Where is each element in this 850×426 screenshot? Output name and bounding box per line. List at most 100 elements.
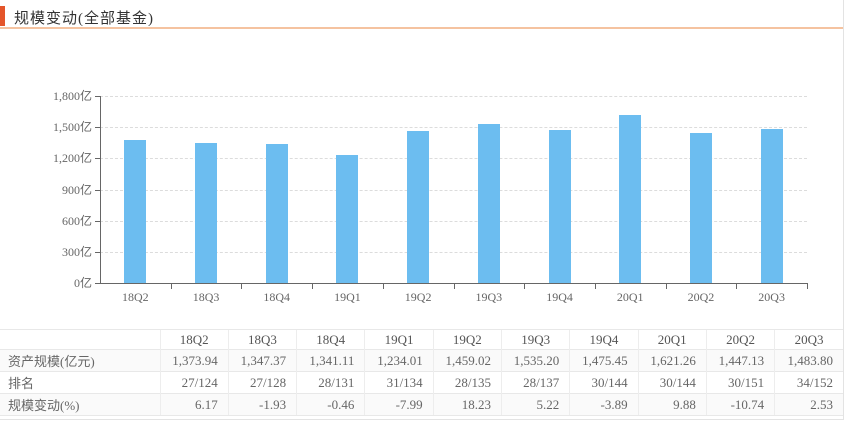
table-cell-19Q4: 1,475.45 [569,349,639,372]
x-axis-label-19Q1: 19Q1 [334,290,361,304]
table-cell-18Q4: 28/131 [296,371,365,394]
x-axis-label-19Q3: 19Q3 [475,290,503,304]
x-axis-label-20Q1: 20Q1 [616,290,644,304]
row-label: 资产规模(亿元) [0,349,160,372]
table-cell-20Q2: 30/151 [705,371,775,394]
y-axis-tick [95,127,100,129]
x-axis-tick [382,284,384,289]
fund-scale-panel: 规模变动(全部基金) 0亿 300亿 600亿 900亿 1,200亿 1,500亿 1,8… [0,0,844,420]
gridline [100,158,807,160]
x-axis-tick [453,284,455,289]
section-title: 规模变动(全部基金) [14,11,154,27]
gridline [100,127,807,129]
bar-20Q3[interactable] [760,129,783,283]
table-cell-20Q3: 2.53 [774,393,843,416]
table-cell-20Q2: -10.74 [705,393,775,416]
panel-header: 规模变动(全部基金) [0,0,843,29]
table-cell-18Q2: 27/124 [159,371,229,394]
y-axis-line [100,96,101,284]
table-cell-18Q3: 27/128 [227,371,297,394]
x-axis-tick [736,284,738,289]
bar-18Q2[interactable] [124,140,147,283]
table-cell-18Q2: 1,373.94 [159,349,229,372]
y-axis-label: 300亿 [61,244,92,259]
table-cell-19Q3: 1,535.20 [500,349,570,372]
table-cell-18Q4: 1,341.11 [296,349,365,372]
x-axis-line [100,283,808,284]
table-cell-20Q2: 1,447.13 [705,349,775,372]
scale-bar-chart: 0亿 300亿 600亿 900亿 1,200亿 1,500亿 1,800亿 18Q2 18Q3… [0,31,843,309]
bar-19Q3[interactable] [477,124,500,283]
table-cell-19Q2: 1,459.02 [432,349,502,372]
column-header-18Q4: 18Q4 [296,329,365,350]
row-label: 排名 [0,371,160,394]
bar-18Q3[interactable] [195,143,218,283]
x-axis-tick [170,284,172,289]
y-axis-tick [95,158,100,160]
table-cell-19Q3: 5.22 [500,393,570,416]
y-axis-label: 1,200亿 [52,151,92,166]
scale-table: 18Q2 18Q3 18Q4 19Q1 19Q2 19Q3 19Q4 20Q1 20Q2 20Q3… [0,329,843,416]
table-cell-20Q3: 1,483.80 [774,349,843,372]
column-header-20Q3: 20Q3 [774,329,843,350]
x-axis-tick [665,284,667,289]
bar-19Q2[interactable] [407,131,430,283]
x-axis-label-18Q3: 18Q3 [192,290,220,304]
table-cell-19Q1: 1,234.01 [364,349,434,372]
table-corner-cell [0,329,160,350]
table-cell-20Q1: 1,621.26 [637,349,707,372]
x-axis-tick [594,284,596,289]
quarterly-data-table: 18Q2 18Q3 18Q4 19Q1 19Q2 19Q3 19Q4 20Q1 20Q2 20Q3… [0,329,843,416]
bar-20Q1[interactable] [619,115,642,283]
column-header-19Q1: 19Q1 [364,329,434,350]
table-cell-19Q1: 31/134 [364,371,434,394]
bar-18Q4[interactable] [265,144,288,283]
table-cell-18Q3: 1,347.37 [227,349,297,372]
table-cell-19Q4: 30/144 [569,371,639,394]
y-axis-tick [95,220,100,222]
x-axis-tick [807,284,808,289]
gridline [100,189,807,191]
x-axis-label-20Q3: 20Q3 [758,290,785,304]
column-header-18Q3: 18Q3 [227,329,297,350]
y-axis-tick [95,283,100,284]
table-cell-18Q3: -1.93 [227,393,297,416]
y-axis-tick [95,189,100,191]
title-accent-bar [0,6,5,26]
column-header-19Q2: 19Q2 [432,329,502,350]
y-axis-tick [95,251,100,253]
table-cell-20Q1: 9.88 [637,393,707,416]
column-header-19Q3: 19Q3 [500,329,570,350]
table-cell-19Q2: 18.23 [432,393,502,416]
column-header-20Q2: 20Q2 [705,329,775,350]
table-cell-19Q3: 28/137 [500,371,570,394]
row-label: 规模变动(%) [0,393,160,416]
bar-20Q2[interactable] [689,133,712,283]
table-row: 规模变动(%) 6.17 -1.93 -0.46 -7.99 18.23 5.22 -3.89… [0,393,843,416]
table-cell-19Q1: -7.99 [364,393,434,416]
table-row: 排名 27/124 27/128 28/131 31/134 28/135 28/137 30… [0,371,843,394]
x-axis-label-19Q2: 19Q2 [404,290,432,304]
table-cell-18Q4: -0.46 [296,393,365,416]
table-header-row: 18Q2 18Q3 18Q4 19Q1 19Q2 19Q3 19Q4 20Q1 20Q2 20Q3 [0,329,843,350]
table-cell-19Q4: -3.89 [569,393,639,416]
x-axis-label-18Q2: 18Q2 [122,290,149,304]
x-axis-label-19Q4: 19Q4 [546,290,573,304]
y-axis-label: 1,500亿 [52,120,92,135]
table-cell-20Q1: 30/144 [637,371,707,394]
column-header-20Q1: 20Q1 [637,329,707,350]
x-axis-label-20Q2: 20Q2 [687,290,715,304]
bar-19Q4[interactable] [548,130,571,283]
x-axis-tick [524,284,526,289]
gridline [100,220,807,222]
bar-19Q1[interactable] [336,155,359,283]
x-axis-tick [312,284,314,289]
column-header-19Q4: 19Q4 [569,329,639,350]
y-axis-tick [95,96,100,97]
x-axis-tick [241,284,243,289]
gridline [100,251,807,253]
table-cell-20Q3: 34/152 [774,371,843,394]
gridline [100,96,807,97]
y-axis-label: 0亿 [73,276,92,290]
table-cell-19Q2: 28/135 [432,371,502,394]
